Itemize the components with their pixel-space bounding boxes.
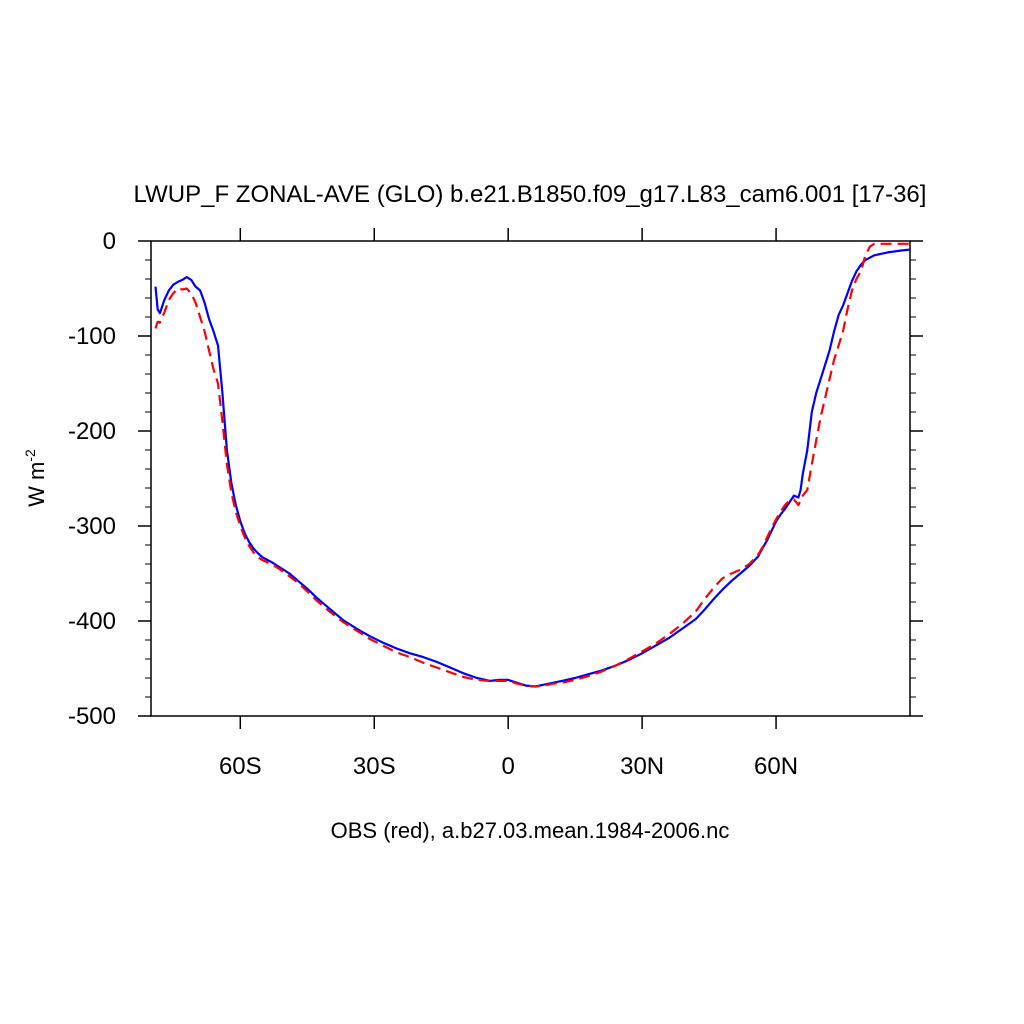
x-tick-label: 30S <box>353 753 396 780</box>
x-tick-label: 60S <box>219 753 262 780</box>
series-line-model <box>154 248 911 688</box>
series-line-obs <box>154 242 910 688</box>
y-tick-label: 0 <box>103 228 116 255</box>
y-tick-label: -100 <box>68 323 116 350</box>
chart-title: LWUP_F ZONAL-AVE (GLO) b.e21.B1850.f09_g… <box>134 181 927 208</box>
axis-ticks <box>138 228 923 729</box>
plot-frame <box>150 240 911 717</box>
x-tick-labels: 60S 30S 0 30N 60N <box>219 753 798 780</box>
y-axis-label: W m-2 <box>22 449 49 507</box>
x-tick-label: 60N <box>754 753 798 780</box>
x-axis-label: OBS (red), a.b27.03.mean.1984-2006.nc <box>331 818 730 843</box>
y-axis-label-exponent: -2 <box>22 449 38 462</box>
x-tick-label: 0 <box>501 753 514 780</box>
y-tick-label: -300 <box>68 513 116 540</box>
y-tick-label: -400 <box>68 608 116 635</box>
y-tick-label: -500 <box>68 703 116 730</box>
y-axis-label-base: W m <box>24 462 49 507</box>
y-tick-label: -200 <box>68 418 116 445</box>
y-tick-labels: 0 -100 -200 -300 -400 -500 <box>68 228 116 730</box>
x-tick-label: 30N <box>620 753 664 780</box>
series-layer <box>154 242 911 688</box>
